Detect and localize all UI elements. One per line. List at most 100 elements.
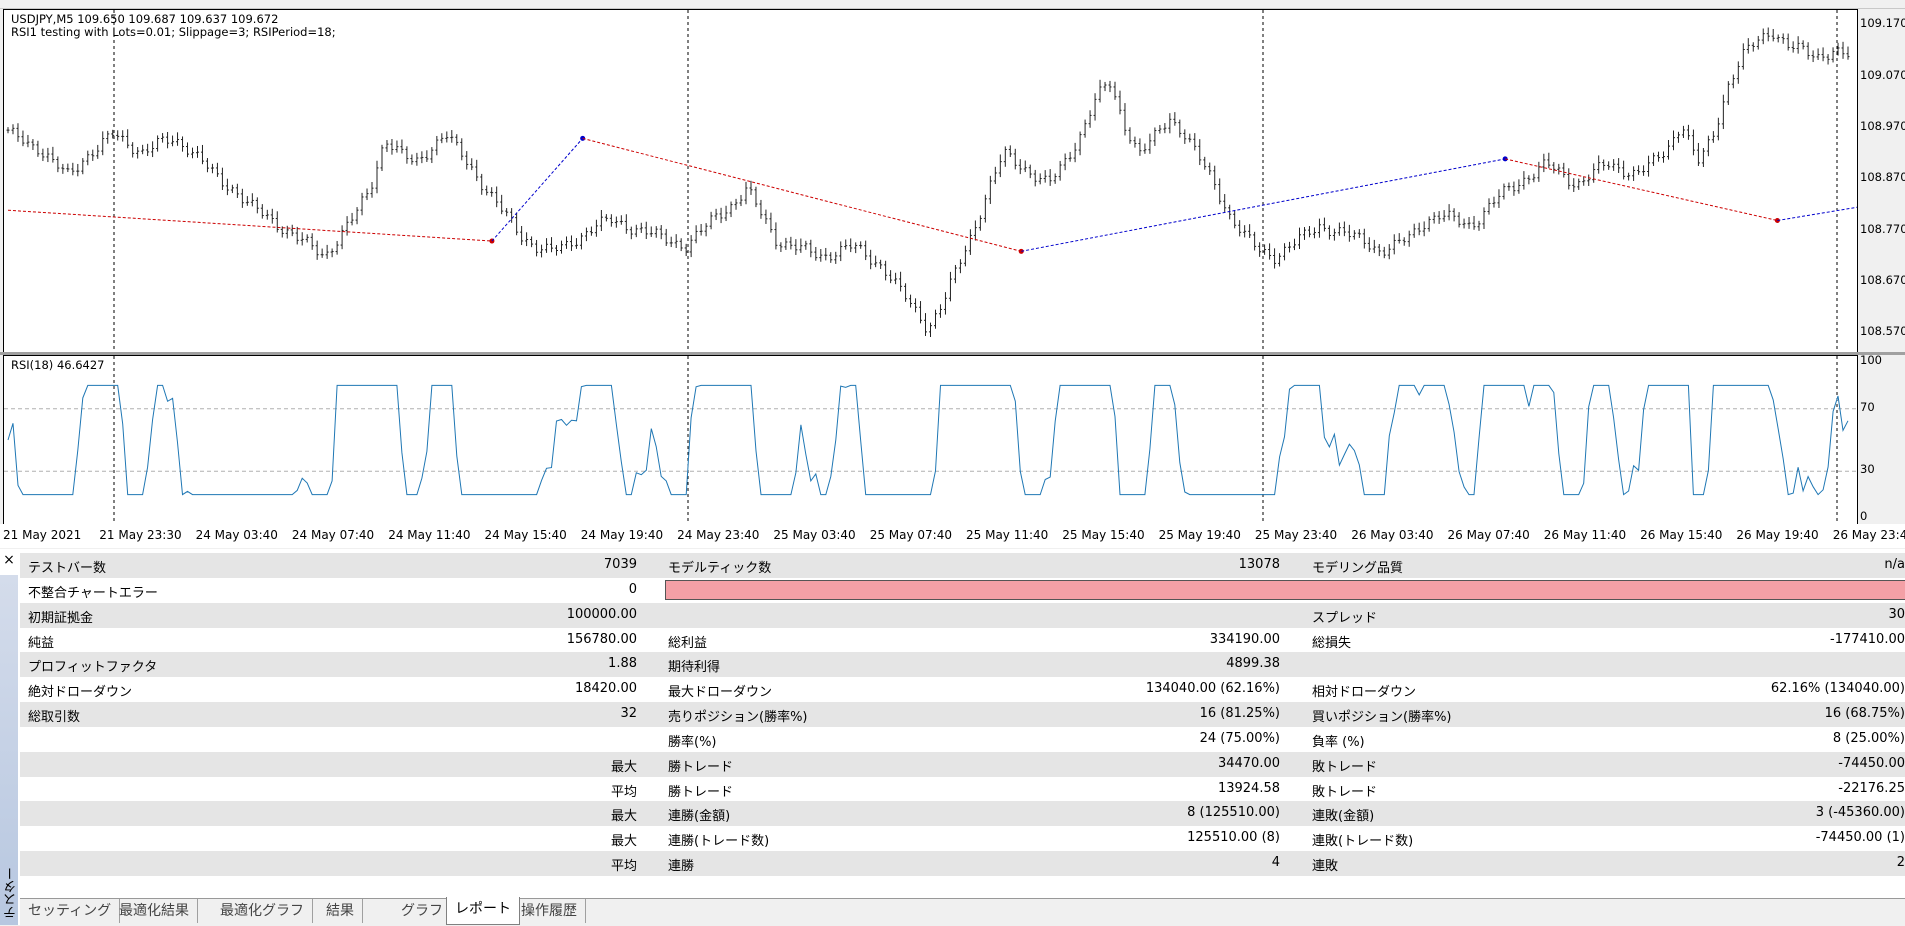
report-label: 期待利得 xyxy=(668,660,721,676)
price-tick-label: 108.870 xyxy=(1860,170,1905,185)
report-label: 最大ドローダウン xyxy=(668,685,773,701)
tab-0[interactable]: セッティング xyxy=(20,899,121,923)
tab-2[interactable]: 最適化グラフ xyxy=(212,899,313,923)
trade-line xyxy=(582,137,1022,252)
rsi-tick-label: 100 xyxy=(1860,353,1882,367)
tester-tabs: セッティング 最適化結果 最適化グラフ 結果 グラフ レポート 操作履歴 xyxy=(20,897,1905,926)
time-tick-label: 26 May 11:40 xyxy=(1543,528,1627,542)
time-tick-label: 21 May 23:30 xyxy=(99,528,182,542)
report-label: 売りポジション(勝率%) xyxy=(668,710,808,726)
tab-5[interactable]: レポート xyxy=(446,897,520,925)
trade-line xyxy=(1021,158,1506,252)
report-label: モデリング品質 xyxy=(1312,561,1404,576)
report-label: モデルティック数 xyxy=(668,561,772,576)
close-panel-icon[interactable]: × xyxy=(3,552,15,568)
report-row: 純益 156780.00 総利益 334190.00 総損失 -177410.00 xyxy=(20,627,1905,653)
report-label: 連勝(金額) xyxy=(668,809,731,825)
report-value: 134040.00 (62.16%) xyxy=(1145,681,1280,697)
tab-4[interactable]: グラフ xyxy=(393,899,452,923)
price-tick-label: 109.070 xyxy=(1860,67,1905,82)
report-value: 0 xyxy=(628,581,637,597)
report-value: 最大 xyxy=(610,759,637,775)
report-value: 62.16% (134040.00) xyxy=(1770,681,1905,697)
report-label: 勝トレード xyxy=(668,759,734,775)
report-row: 最大 勝トレード 34470.00 敗トレード -74450.00 xyxy=(20,751,1905,777)
report-label: 初期証拠金 xyxy=(28,610,94,626)
report-value: 4 xyxy=(1271,855,1280,871)
report-value: 最大 xyxy=(610,834,637,850)
rsi-tick-label: 0 xyxy=(1860,509,1868,523)
report-value: 156780.00 xyxy=(566,631,637,647)
time-tick-label: 26 May 19:40 xyxy=(1736,528,1819,542)
time-tick-label: 21 May 2021 xyxy=(3,528,82,542)
time-tick-label: 24 May 11:40 xyxy=(388,528,471,542)
modeling-quality-bar xyxy=(665,579,1905,600)
tester-side-tab[interactable]: テスター xyxy=(0,575,19,925)
report-value: 3 (-45360.00) xyxy=(1815,805,1905,821)
report-row: 初期証拠金 100000.00 スプレッド 30 xyxy=(20,602,1905,628)
trade-line xyxy=(1505,158,1778,221)
top-toolbar-strip xyxy=(0,0,1905,9)
report-value: 30 xyxy=(1888,606,1905,622)
report-value: n/a xyxy=(1884,557,1905,572)
report-label: 不整合チャートエラー xyxy=(28,585,158,601)
price-tick-label: 109.170 xyxy=(1860,16,1905,31)
report-value: -74450.00 (1) xyxy=(1815,830,1905,846)
report-value: 7039 xyxy=(603,557,637,572)
report-value: 24 (75.00%) xyxy=(1199,730,1280,746)
report-label: 絶対ドローダウン xyxy=(28,685,133,701)
rsi-canvas xyxy=(4,356,1857,524)
report-value: 13924.58 xyxy=(1217,780,1280,796)
report-value: 16 (68.75%) xyxy=(1824,706,1905,722)
report-row: 総取引数 32 売りポジション(勝率%) 16 (81.25%) 買いポジション(勝率%… xyxy=(20,702,1905,727)
report-row: 不整合チャートエラー 0 xyxy=(20,577,1905,603)
report-label: 連勝(トレード数) xyxy=(668,834,770,850)
price-tick-label: 108.770 xyxy=(1860,221,1905,236)
price-tick-label: 108.570 xyxy=(1860,324,1905,339)
report-value: 8 (25.00%) xyxy=(1832,730,1905,746)
time-tick-label: 26 May 03:40 xyxy=(1351,528,1434,542)
rsi-indicator-pane[interactable]: RSI(18) 46.6427 xyxy=(3,355,1858,525)
report-value: 2 xyxy=(1896,855,1905,871)
trade-line xyxy=(1777,198,1905,222)
rsi-label: RSI(18) 46.6427 xyxy=(11,358,105,372)
report-label: 敗トレード xyxy=(1312,784,1378,800)
report-label: 負率 (%) xyxy=(1312,734,1365,750)
report-row: 最大 連勝(金額) 8 (125510.00) 連敗(金額) 3 (-45360.00) xyxy=(20,801,1905,827)
pane-separator[interactable] xyxy=(0,352,1905,355)
time-tick-label: 25 May 03:40 xyxy=(773,528,856,542)
price-chart[interactable]: USDJPY,M5 109.650 109.687 109.637 109.67… xyxy=(3,9,1905,355)
time-tick-label: 24 May 07:40 xyxy=(291,528,375,542)
expert-info: RSI1 testing with Lots=0.01; Slippage=3;… xyxy=(11,25,336,39)
report-value: 4899.38 xyxy=(1226,656,1280,672)
tab-6[interactable]: 操作履歴 xyxy=(513,899,586,923)
tester-side-tab-label: テスター xyxy=(4,867,19,919)
rsi-line xyxy=(7,384,1849,496)
report-label: 敗トレード xyxy=(1312,759,1378,775)
time-tick-label: 25 May 11:40 xyxy=(966,528,1049,542)
report-label: プロフィットファクタ xyxy=(28,660,158,676)
report-value: 16 (81.25%) xyxy=(1199,706,1280,722)
report-label: 買いポジション(勝率%) xyxy=(1312,710,1452,726)
time-tick-label: 24 May 03:40 xyxy=(195,528,278,542)
report-label: 総利益 xyxy=(668,635,708,651)
report-row: 最大 連勝(トレード数) 125510.00 (8) 連敗(トレード数) -74450.… xyxy=(20,826,1905,852)
report-value: 1.88 xyxy=(608,656,637,672)
report-label: スプレッド xyxy=(1312,610,1378,626)
time-tick-label: 25 May 19:40 xyxy=(1158,528,1241,542)
tab-3[interactable]: 結果 xyxy=(318,899,363,923)
report-value: 平均 xyxy=(610,784,637,800)
time-axis: 21 May 2021 21 May 23:30 24 May 03:40 24 Ma… xyxy=(0,524,1905,548)
report-value: -74450.00 xyxy=(1838,755,1905,771)
report-label: 総損失 xyxy=(1312,635,1352,651)
report-label: 勝トレード xyxy=(668,784,734,800)
report-value: 32 xyxy=(620,706,637,722)
report-value: 18420.00 xyxy=(574,681,637,697)
tab-1[interactable]: 最適化結果 xyxy=(111,899,198,923)
report-value: 平均 xyxy=(610,859,637,875)
trade-line xyxy=(491,138,584,242)
report-row: 平均 勝トレード 13924.58 敗トレード -22176.25 xyxy=(20,776,1905,802)
time-tick-label: 26 May 15:40 xyxy=(1640,528,1723,542)
trade-line xyxy=(7,209,492,242)
report-value: -22176.25 xyxy=(1838,780,1905,796)
